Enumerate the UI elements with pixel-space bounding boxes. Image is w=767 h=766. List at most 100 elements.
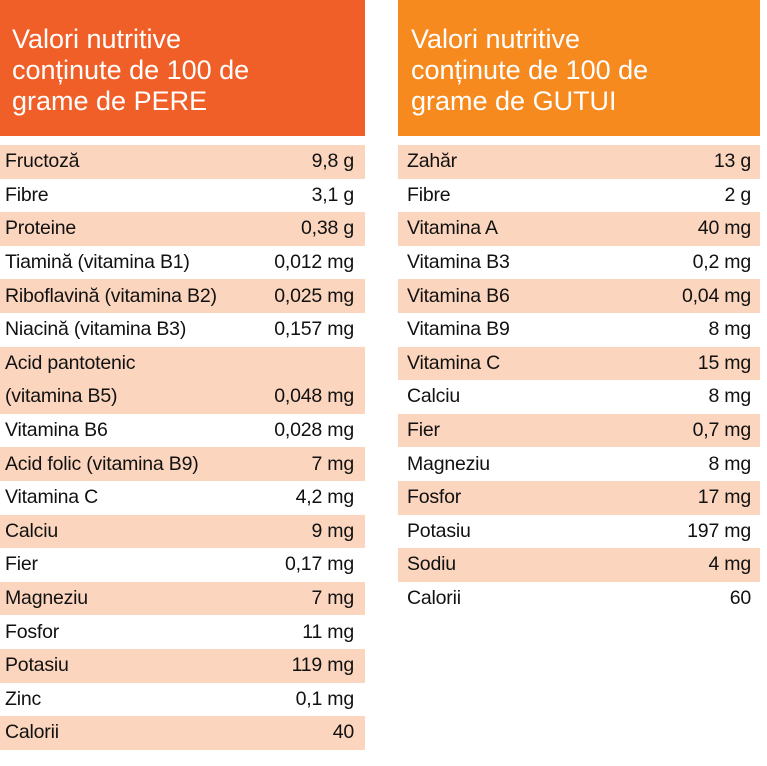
gutui-header: Valori nutritive conținute de 100 de gra…	[398, 0, 760, 136]
nutrient-value: 60	[729, 587, 751, 610]
nutrient-row: Potasiu 197 mg	[398, 515, 760, 549]
nutrient-label: Riboflavină (vitamina B2)	[5, 284, 217, 307]
nutrient-label: Vitamina C	[407, 351, 501, 374]
nutrient-row: Vitamina C 15 mg	[398, 346, 760, 381]
nutrient-value: 119 mg	[291, 654, 355, 677]
gutui-nutrient-list: Zahăr 13 g Fibre 2 g Vitamina A 40 mg Vitamina…	[398, 145, 760, 615]
nutrient-value: 17 mg	[697, 486, 751, 509]
nutrient-row: Vitamina B6 0,04 mg	[398, 279, 760, 313]
nutrient-label: Calciu	[5, 519, 58, 542]
nutrient-row: Riboflavină (vitamina B2) 0,025 mg	[0, 279, 365, 313]
nutrient-row: Sodiu 4 mg	[398, 548, 760, 582]
nutrient-label: Calorii	[407, 587, 461, 610]
nutrient-value: 0,17 mg	[284, 553, 354, 576]
nutrient-value: 0,028 mg	[274, 419, 354, 442]
nutrient-label: Fructoză	[5, 150, 80, 173]
nutrient-label: Acid folic (vitamina B9)	[5, 452, 199, 475]
nutrient-value: 9,8 g	[311, 150, 355, 173]
nutrient-label: Vitamina B6	[5, 419, 108, 442]
nutrient-value: 8 mg	[708, 385, 751, 408]
nutrient-label: Fosfor	[407, 486, 462, 509]
nutrient-value: 11 mg	[302, 620, 354, 643]
nutrient-value: 15 mg	[697, 351, 751, 374]
gutui-nutrition-panel: Valori nutritive conținute de 100 de gra…	[398, 0, 760, 631]
nutrient-label: Vitamina B6	[407, 284, 510, 307]
nutrient-row: Calciu 8 mg	[398, 380, 760, 414]
nutrient-row: Vitamina B3 0,2 mg	[398, 246, 760, 280]
nutrient-row: Fosfor 11 mg	[0, 615, 365, 649]
nutrient-row: Proteine 0,38 g	[0, 212, 365, 246]
nutrient-row: Magneziu 7 mg	[0, 581, 365, 616]
pere-title-line: grame de PERE	[12, 86, 208, 116]
nutrient-label: Acid pantotenic (vitamina B5)	[5, 347, 136, 414]
nutrient-value: 3,1 g	[311, 183, 355, 206]
nutrient-value: 0,7 mg	[692, 419, 752, 442]
nutrient-label: Fosfor	[5, 620, 60, 643]
nutrient-value: 7 mg	[311, 587, 354, 610]
gutui-title-line: Valori nutritive	[411, 24, 581, 54]
nutrient-row: Acid pantotenic (vitamina B5) 0,048 mg	[0, 346, 365, 414]
nutrient-value: 8 mg	[708, 318, 751, 341]
nutrient-row: Zahăr 13 g	[398, 145, 760, 179]
nutrient-row: Magneziu 8 mg	[398, 447, 760, 481]
nutrient-label: Fier	[407, 419, 440, 442]
nutrient-label: Magneziu	[5, 587, 88, 610]
pere-title-line: conținute de 100 de	[12, 55, 250, 85]
nutrient-label: Niacină (vitamina B3)	[5, 318, 187, 341]
nutrient-label: Vitamina A	[407, 217, 498, 240]
nutrient-row: Fibre 2 g	[398, 179, 760, 213]
gutui-title-line: grame de GUTUI	[411, 86, 617, 116]
nutrient-label: Zahăr	[407, 150, 457, 173]
nutrient-row: Calorii 60	[398, 582, 760, 616]
nutrient-value: 2 g	[724, 183, 751, 206]
nutrient-value: 4,2 mg	[295, 486, 355, 509]
nutrient-label: Vitamina B9	[407, 318, 510, 341]
nutrient-row: Vitamina A 40 mg	[398, 212, 760, 246]
nutrient-value: 197 mg	[687, 519, 751, 542]
nutrient-row: Potasiu 119 mg	[0, 648, 365, 683]
nutrient-value: 0,2 mg	[692, 251, 752, 274]
nutrient-value: 0,025 mg	[274, 284, 354, 307]
nutrient-row: Fibre 3,1 g	[0, 179, 365, 213]
nutrient-value: 0,1 mg	[295, 687, 355, 710]
nutrient-row: Fosfor 17 mg	[398, 480, 760, 515]
nutrient-row: Zinc 0,1 mg	[0, 683, 365, 717]
nutrient-label: Potasiu	[407, 519, 471, 542]
pere-header: Valori nutritive conținute de 100 de gra…	[0, 0, 365, 136]
nutrient-value: 0,04 mg	[681, 284, 751, 307]
nutrient-row: Tiamină (vitamina B1) 0,012 mg	[0, 246, 365, 280]
nutrient-label: Sodiu	[407, 553, 456, 576]
nutrient-label: Zinc	[5, 687, 42, 710]
pere-title-line: Valori nutritive	[12, 24, 182, 54]
nutrient-row: Fier 0,7 mg	[398, 413, 760, 448]
nutrient-value: 13 g	[713, 150, 751, 173]
pere-nutrient-list: Fructoză 9,8 g Fibre 3,1 g Proteine 0,38 g Tia…	[0, 145, 365, 750]
nutrient-value: 40 mg	[697, 217, 751, 240]
nutrient-row: Acid folic (vitamina B9) 7 mg	[0, 447, 365, 481]
nutrient-label: Vitamina B3	[407, 251, 510, 274]
nutrient-label-line: (vitamina B5)	[5, 385, 118, 408]
nutrient-row: Vitamina B6 0,028 mg	[0, 414, 365, 448]
nutrient-label-line: Acid pantotenic	[5, 351, 136, 374]
nutrient-value: 8 mg	[708, 452, 751, 475]
nutrient-label: Tiamină (vitamina B1)	[5, 251, 190, 274]
nutrient-label: Calorii	[5, 721, 59, 744]
pere-nutrition-panel: Valori nutritive conținute de 100 de gra…	[0, 0, 365, 766]
nutrient-row: Fier 0,17 mg	[0, 548, 365, 582]
nutrient-value: 0,38 g	[300, 217, 354, 240]
nutrient-row: Calciu 9 mg	[0, 514, 365, 549]
nutrient-row: Calorii 40	[0, 716, 365, 750]
nutrient-label: Proteine	[5, 217, 77, 240]
nutrient-row: Vitamina B9 8 mg	[398, 313, 760, 347]
nutrient-value: 4 mg	[708, 553, 751, 576]
nutrient-value: 0,048 mg	[274, 385, 354, 408]
nutrient-label: Magneziu	[407, 452, 490, 475]
nutrient-row: Fructoză 9,8 g	[0, 145, 365, 179]
nutrient-value: 40	[332, 721, 354, 744]
nutrient-row: Niacină (vitamina B3) 0,157 mg	[0, 313, 365, 347]
nutrient-label: Fier	[5, 553, 38, 576]
nutrient-value: 9 mg	[311, 519, 354, 542]
nutrient-label: Fibre	[5, 183, 49, 206]
nutrient-label: Vitamina C	[5, 486, 99, 509]
gutui-title-line: conținute de 100 de	[411, 55, 649, 85]
